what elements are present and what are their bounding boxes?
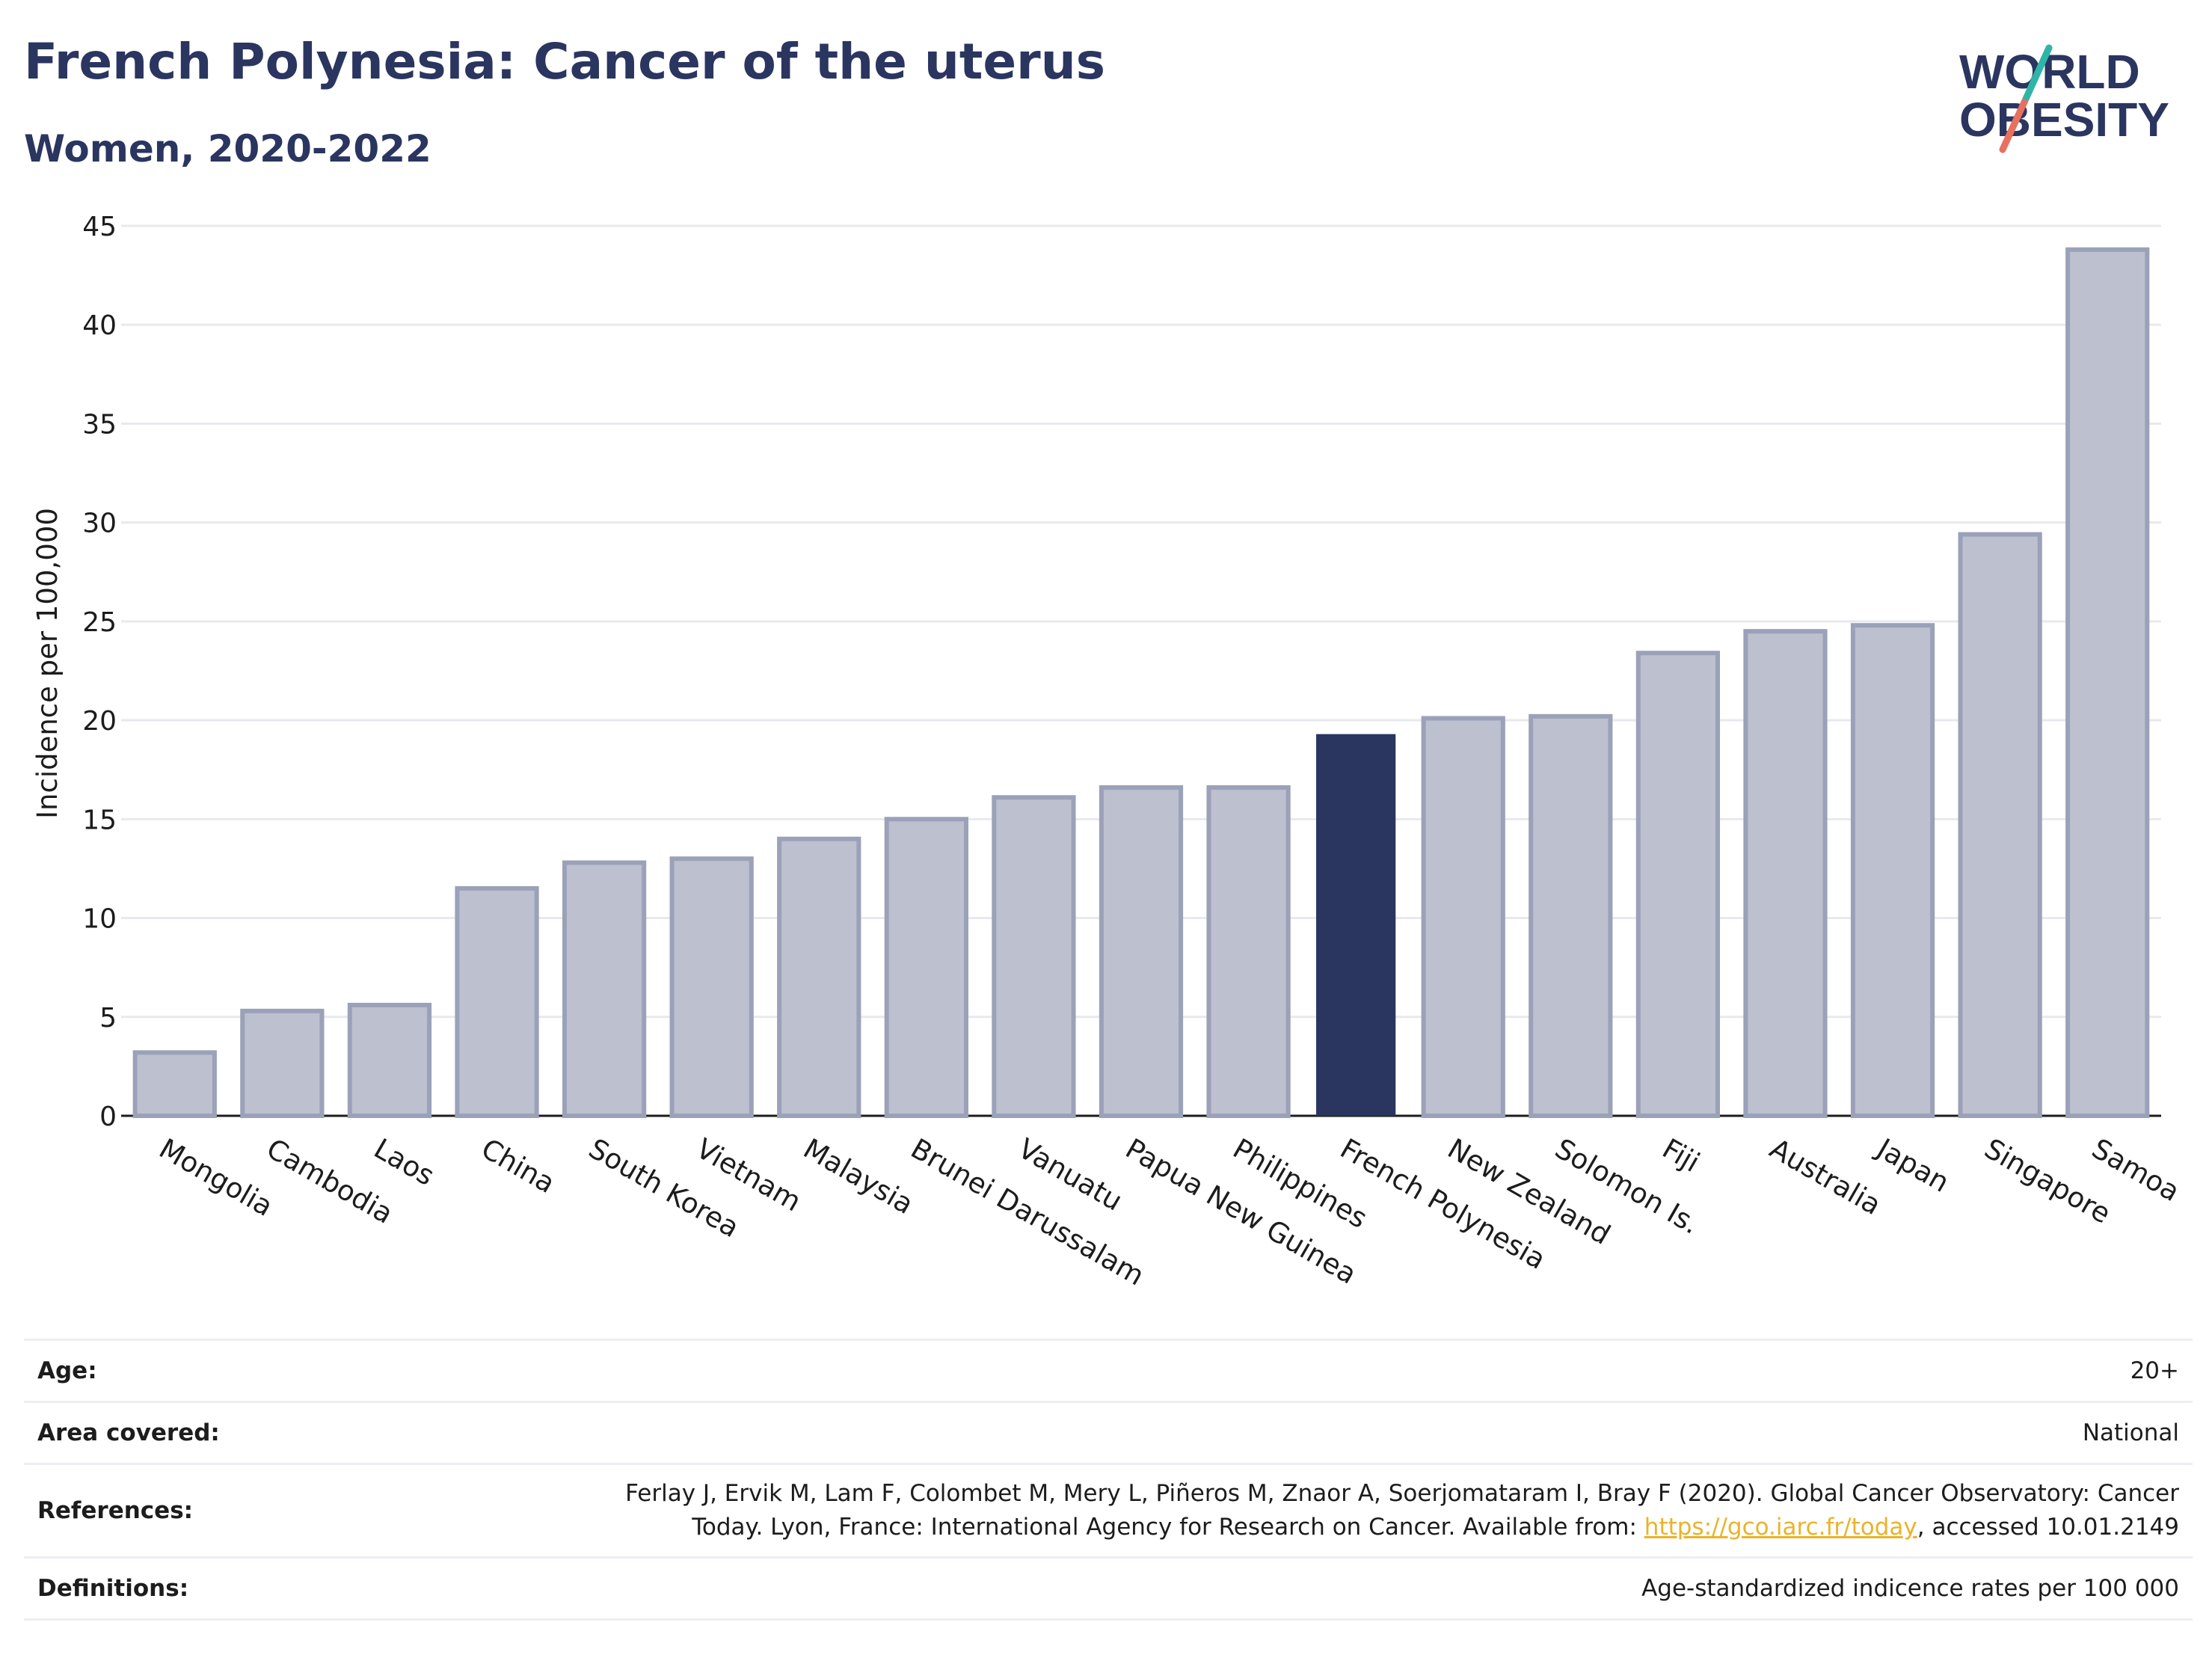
y-axis-label: Incidence per 100,000: [31, 508, 64, 819]
bar-vietnam: [669, 856, 754, 1118]
references-value: Ferlay J, Ervik M, Lam F, Colombet M, Me…: [625, 1477, 2179, 1544]
x-tick-label: Malaysia: [798, 1132, 919, 1220]
y-tick-label: 5: [99, 1003, 117, 1034]
y-tick-label: 20: [82, 706, 117, 737]
bar-papua-new-guinea: [1099, 785, 1184, 1118]
info-row-references: References: Ferlay J, Ervik M, Lam F, Co…: [24, 1463, 2193, 1556]
age-value: 20+: [2130, 1357, 2179, 1384]
y-tick-label: 10: [82, 904, 117, 935]
y-tick-label: 45: [82, 212, 117, 242]
definitions-value: Age-standardized indicence rates per 100…: [1641, 1574, 2179, 1602]
logo-slash-teal: [2023, 44, 2053, 101]
bar-singapore: [1958, 532, 2042, 1118]
bar-mongolia: [132, 1050, 217, 1119]
bar-fiji: [1635, 651, 1721, 1118]
world-obesity-logo: WORLD OBESITY: [1959, 44, 2169, 153]
bar-laos: [347, 1002, 432, 1119]
logo-line-obesity: OBESITY: [1959, 93, 2169, 147]
area-covered-label: Area covered:: [37, 1419, 220, 1446]
bar-south-korea: [562, 860, 647, 1118]
bar-australia: [1743, 629, 1828, 1118]
references-text-line2: Today. Lyon, France: International Agenc…: [692, 1514, 1644, 1541]
chart-subtitle: Women, 2020-2022: [24, 127, 431, 171]
y-tick-labels: 0 5 10 15 20 25 30 35 40 45: [82, 212, 117, 1132]
x-tick-label: Mongolia: [154, 1132, 278, 1223]
bar-new-zealand: [1421, 716, 1505, 1118]
bar-brunei-darussalam: [884, 817, 968, 1119]
references-text-accessed: , accessed 10.01.2149: [1917, 1514, 2179, 1541]
info-table: Age: 20+ Area covered: National Referenc…: [24, 1339, 2193, 1621]
x-tick-label: Australia: [1764, 1132, 1886, 1221]
info-row-definitions: Definitions: Age-standardized indicence …: [24, 1556, 2193, 1621]
bar-philippines: [1206, 785, 1291, 1118]
references-label: References:: [37, 1497, 194, 1524]
info-row-area: Area covered: National: [24, 1401, 2193, 1463]
y-tick-label: 35: [82, 409, 117, 440]
x-tick-label: Japan: [1870, 1132, 1955, 1199]
bar-french-polynesia: [1316, 734, 1396, 1116]
bar-samoa: [2065, 247, 2150, 1119]
x-tick-label: Laos: [369, 1132, 440, 1192]
y-tick-label: 25: [82, 607, 117, 638]
x-tick-label: Fiji: [1657, 1132, 1705, 1179]
bar-china: [455, 885, 539, 1119]
area-covered-value: National: [2082, 1419, 2179, 1446]
references-link[interactable]: https://gco.iarc.fr/today: [1644, 1514, 1917, 1541]
chart-title: French Polynesia: Cancer of the uterus: [24, 33, 1105, 90]
bar-solomon-is: [1529, 713, 1613, 1118]
y-tick-label: 30: [82, 509, 117, 539]
bar-vanuatu: [992, 795, 1076, 1118]
y-tick-label: 40: [82, 310, 117, 341]
bar-malaysia: [777, 836, 861, 1119]
logo-slash-coral: [1999, 93, 2030, 153]
y-tick-label: 15: [82, 805, 117, 835]
info-row-age: Age: 20+: [24, 1339, 2193, 1401]
bar-cambodia: [240, 1008, 325, 1119]
bar-japan: [1850, 623, 1935, 1118]
y-tick-label: 0: [99, 1102, 117, 1132]
bars: [132, 247, 2150, 1119]
x-tick-label: China: [476, 1132, 560, 1200]
references-text-line1: Ferlay J, Ervik M, Lam F, Colombet M, Me…: [625, 1480, 2179, 1507]
definitions-label: Definitions:: [37, 1575, 189, 1602]
age-label: Age:: [37, 1357, 97, 1384]
